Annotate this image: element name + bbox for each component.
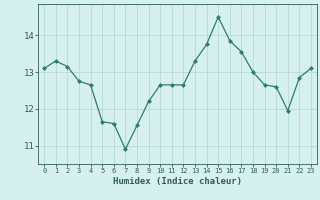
- X-axis label: Humidex (Indice chaleur): Humidex (Indice chaleur): [113, 177, 242, 186]
